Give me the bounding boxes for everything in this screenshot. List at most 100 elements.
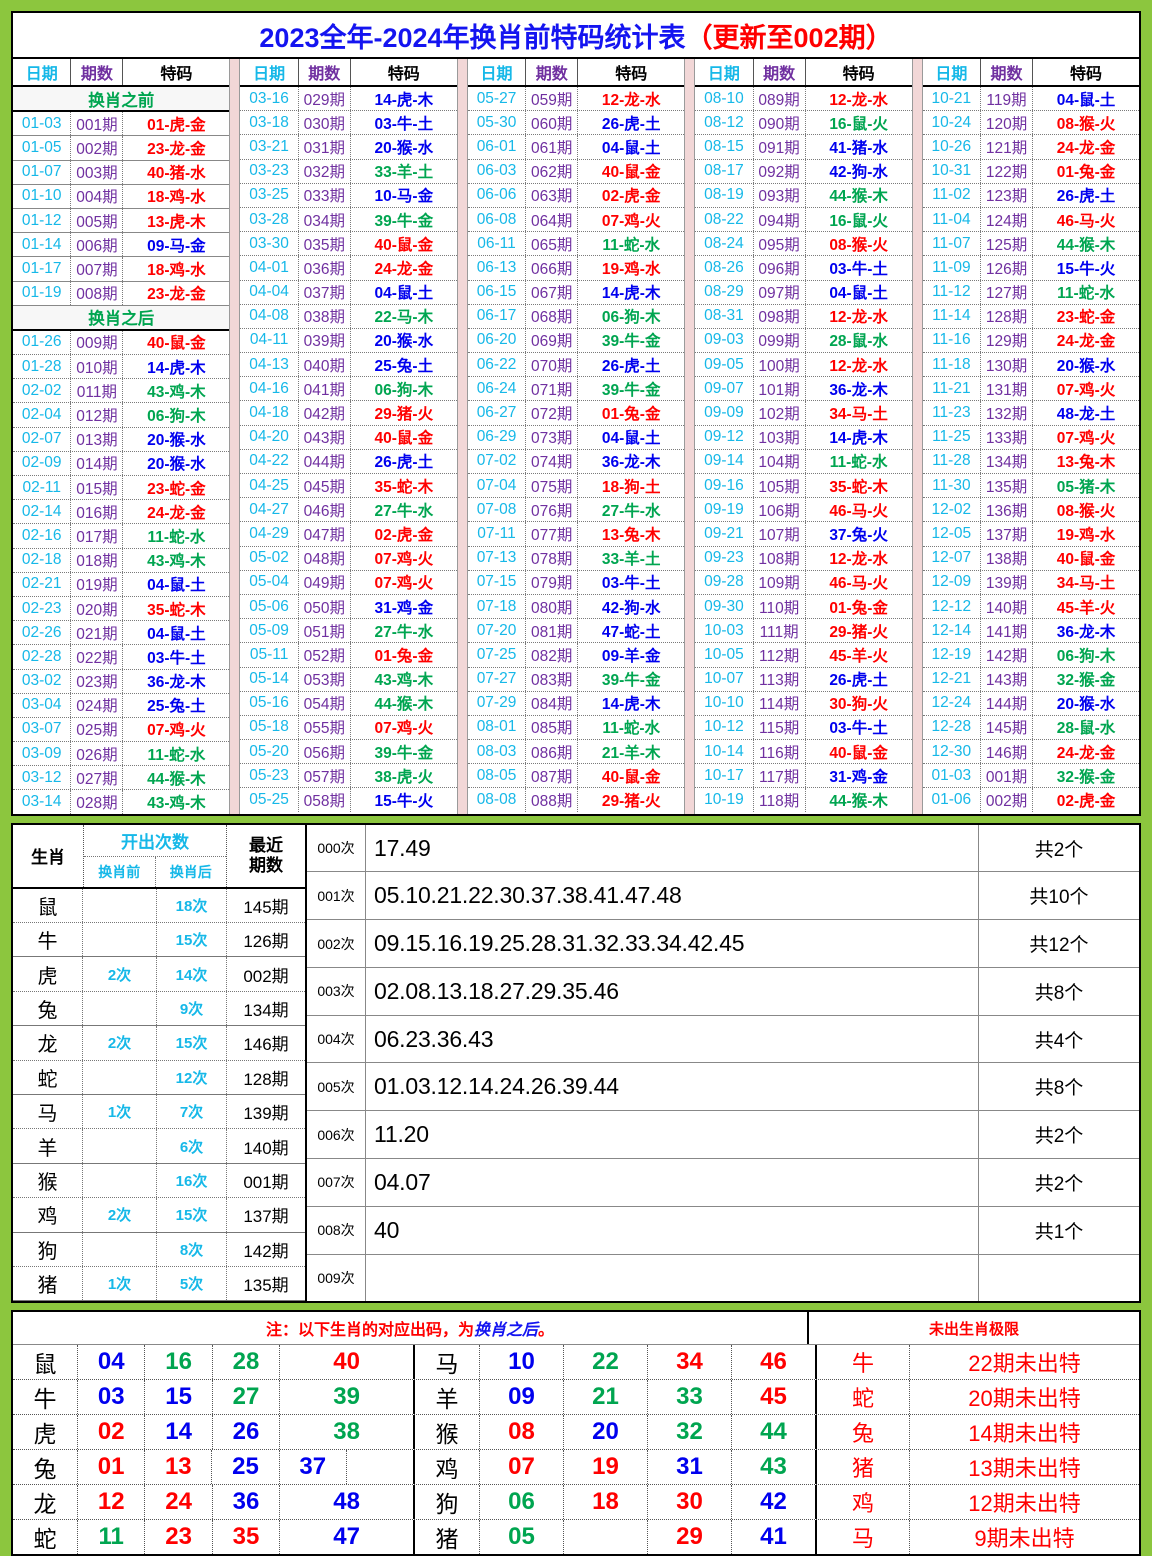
grid-number [564, 1520, 648, 1555]
header-issue: 期数 [754, 59, 806, 85]
grid-number: 06 [480, 1485, 564, 1520]
cell-issue: 125期 [981, 232, 1033, 256]
grid-number: 10 [480, 1345, 564, 1380]
header-issue: 期数 [526, 59, 579, 85]
draw-row: 04-16 041期 06-狗-木 [240, 377, 457, 402]
cell-issue: 086期 [526, 740, 579, 764]
cell-issue: 050期 [299, 594, 351, 619]
draw-row: 01-10 004期 18-鸡-水 [13, 184, 230, 209]
zodiac-number-group: 龙 12 24 36 48 [13, 1485, 415, 1520]
cell-issue: 139期 [981, 570, 1033, 594]
grid-number: 13 [145, 1450, 213, 1485]
cell-code: 02-虎-金 [1056, 793, 1116, 811]
cell-date: 09-21 [695, 522, 754, 546]
header-code: 特码 [842, 66, 875, 83]
draw-row: 03-21 031期 20-猴-水 [240, 135, 457, 160]
draw-row: 09-30 110期 01-兔-金 [695, 594, 912, 620]
zodiac-stat-row: 蛇 12次 128期 [13, 1060, 305, 1095]
frequency-values: 09.15.16.19.25.28.31.32.33.34.42.45 [366, 920, 979, 967]
frequency-values: 11.20 [366, 1111, 979, 1158]
draw-column-header: 日期 期数 特码 [13, 59, 230, 87]
draw-row: 05-09 051期 27-牛-水 [240, 619, 457, 644]
cell-issue: 126期 [981, 256, 1033, 280]
grid-number: 11 [78, 1520, 146, 1555]
cell-code: 45-羊-火 [829, 647, 888, 665]
frequency-label: 000次 [307, 824, 366, 872]
cell-code: 36-龙-木 [147, 674, 206, 692]
zodiac-name: 鸡 [13, 1198, 83, 1232]
draw-row: 03-16 029期 14-虎-木 [240, 87, 457, 112]
cell-issue: 014期 [71, 451, 124, 475]
cell-issue: 130期 [981, 353, 1033, 377]
title-sub-text: （更新至002期） [685, 22, 893, 53]
zodiac-name: 狗 [13, 1232, 83, 1266]
frequency-row: 007次 04.07 共2个 [307, 1158, 1139, 1207]
cell-date: 11-07 [923, 232, 982, 256]
cell-code: 04-鼠-土 [1056, 91, 1116, 109]
cell-issue: 077期 [526, 522, 579, 546]
cell-issue: 044期 [299, 449, 351, 473]
zodiac-number-group: 蛇 11 23 35 47 [13, 1520, 415, 1555]
cell-issue: 083期 [526, 667, 579, 691]
missing-zodiac: 蛇 [817, 1380, 910, 1415]
cell-code: 06-狗-木 [147, 408, 206, 426]
draw-row: 08-05 087期 40-鼠-金 [467, 764, 685, 789]
recent-issue: 145期 [243, 897, 289, 917]
draw-row: 08-26 096期 03-牛-土 [695, 256, 912, 281]
cell-date: 09-19 [695, 498, 754, 522]
cell-issue: 017期 [71, 524, 124, 548]
grid-zodiac-name: 虎 [13, 1415, 78, 1450]
cell-date: 06-27 [468, 401, 527, 425]
cell-date: 03-12 [13, 766, 72, 790]
cell-date: 03-30 [240, 232, 299, 256]
cell-issue: 063期 [526, 183, 579, 207]
cell-issue: 056期 [299, 740, 351, 764]
draw-row: 02-14 016期 24-龙-金 [13, 500, 230, 525]
cell-issue: 143期 [981, 667, 1033, 691]
cell-code: 44-猴-木 [374, 696, 434, 714]
cell-issue: 098期 [754, 304, 806, 328]
cell-code: 44-猴-木 [829, 188, 888, 206]
draw-row: 06-24 071期 39-牛-金 [467, 377, 685, 402]
cell-date: 01-12 [13, 208, 72, 233]
cell-issue: 132期 [981, 401, 1033, 425]
cell-issue: 090期 [754, 111, 806, 135]
frequency-values: 01.03.12.14.24.26.39.44 [366, 1063, 979, 1111]
header-code: 特码 [160, 66, 193, 83]
frequency-label: 008次 [307, 1206, 366, 1254]
cell-issue: 042期 [299, 401, 351, 425]
cell-code: 39-牛-金 [601, 333, 661, 351]
draw-column-1: 日期 期数 特码 换肖之前 01-03 001期 01-虎-金 01-05 002期 23-龙-金… [13, 59, 230, 814]
cell-code: 15-牛-火 [1056, 260, 1116, 278]
cell-date: 08-01 [468, 715, 527, 740]
cell-issue: 137期 [981, 522, 1033, 546]
count-before: 1次 [83, 1094, 157, 1129]
cell-issue: 076期 [526, 498, 579, 522]
grid-number: 20 [564, 1415, 648, 1450]
recent-issue: 135期 [243, 1276, 289, 1296]
cell-date: 11-30 [923, 474, 982, 498]
cell-date: 01-28 [13, 355, 72, 379]
zodiac-number-row: 蛇 11 23 35 47 猪 05 29 41 马 9期未出特 [13, 1520, 1139, 1555]
zodiac-number-group: 猪 05 29 41 [415, 1520, 817, 1555]
cell-code: 14-虎-木 [829, 430, 888, 448]
cell-code: 18-鸡-水 [147, 189, 206, 207]
frequency-total: 共1个 [1034, 1221, 1084, 1243]
count-after: 14次 [157, 957, 227, 991]
cell-code: 31-鸡-金 [829, 768, 888, 786]
draw-row: 03-09 026期 11-蛇-水 [13, 742, 230, 767]
draw-row: 08-17 092期 42-狗-水 [695, 159, 912, 184]
draw-row: 02-21 019期 04-鼠-土 [13, 572, 230, 597]
header-code: 特码 [615, 66, 648, 83]
draw-row: 10-07 113期 26-虎-土 [695, 667, 912, 692]
cell-date: 04-20 [240, 425, 299, 449]
draw-row: 08-15 091期 41-猪-水 [695, 135, 912, 160]
cell-issue: 089期 [754, 87, 806, 111]
cell-date: 08-26 [695, 256, 754, 280]
count-before [83, 991, 157, 1026]
draw-row: 10-26 121期 24-龙-金 [922, 135, 1140, 160]
cell-issue: 016期 [71, 500, 124, 524]
cell-date: 11-02 [923, 183, 982, 207]
grid-number: 28 [213, 1345, 281, 1380]
cell-code: 40-鼠-金 [829, 744, 888, 762]
